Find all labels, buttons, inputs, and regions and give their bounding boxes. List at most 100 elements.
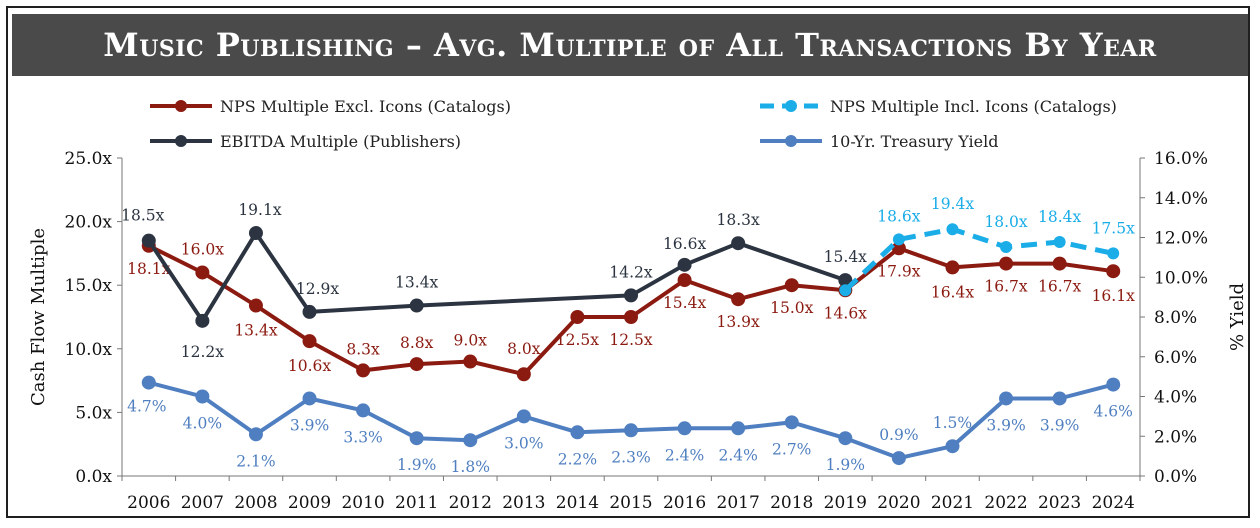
chart-title: Music Publishing – Avg. Multiple of All … — [103, 26, 1157, 64]
data-label: 19.1x — [238, 201, 282, 219]
data-label: 3.9% — [1040, 416, 1079, 434]
data-label: 16.7x — [984, 278, 1028, 296]
data-label: 14.2x — [609, 263, 653, 281]
legend-marker — [785, 100, 797, 112]
data-label: 1.9% — [826, 456, 865, 474]
data-point — [945, 439, 960, 454]
data-label: 0.9% — [879, 426, 918, 444]
data-label: 18.4x — [1038, 208, 1082, 226]
data-point — [195, 265, 210, 280]
data-point — [409, 298, 424, 313]
data-point — [516, 367, 531, 382]
data-point — [195, 389, 210, 404]
data-point — [463, 354, 478, 369]
y2-tick-label: 14.0% — [1154, 189, 1208, 209]
data-point — [1106, 377, 1121, 392]
data-point — [570, 310, 585, 324]
y-tick-label: 10.0x — [65, 340, 113, 360]
data-label: 18.1x — [127, 260, 171, 278]
data-label: 12.9x — [296, 280, 340, 298]
y2-tick-label: 2.0% — [1154, 427, 1197, 447]
x-tick-label: 2013 — [502, 493, 545, 513]
series-line-1 — [843, 226, 1114, 293]
x-tick-label: 2007 — [181, 493, 224, 513]
data-label: 4.7% — [127, 398, 166, 416]
data-label: 8.0x — [507, 340, 541, 358]
data-label: 9.0x — [454, 332, 488, 350]
data-point — [356, 403, 371, 418]
data-label: 12.5x — [609, 331, 653, 349]
data-point — [409, 357, 424, 372]
data-label: 2.7% — [772, 440, 811, 458]
data-label: 10.6x — [288, 357, 332, 375]
data-point — [999, 391, 1014, 406]
data-point — [891, 241, 906, 256]
chart-title-bar: Music Publishing – Avg. Multiple of All … — [12, 14, 1248, 76]
data-point — [784, 278, 799, 293]
data-point — [838, 431, 853, 446]
x-tick-label: 2017 — [717, 493, 760, 513]
legend-label: NPS Multiple Excl. Icons (Catalogs) — [220, 97, 511, 116]
data-label: 16.6x — [663, 235, 707, 253]
data-label: 12.5x — [556, 331, 600, 349]
data-point — [677, 257, 692, 272]
data-label: 2.3% — [611, 448, 650, 466]
data-point — [248, 298, 263, 313]
data-point — [892, 233, 905, 246]
data-label: 14.6x — [824, 304, 868, 322]
legend-label: EBITDA Multiple (Publishers) — [220, 132, 461, 151]
data-point — [677, 273, 692, 288]
y2-tick-label: 12.0% — [1154, 229, 1208, 249]
data-point — [302, 304, 317, 319]
data-point — [302, 391, 317, 406]
data-point — [999, 256, 1014, 271]
data-point — [1107, 247, 1120, 260]
data-label: 13.9x — [717, 313, 761, 331]
y-tick-label: 5.0x — [75, 403, 112, 423]
data-label: 2.4% — [665, 446, 704, 464]
x-tick-label: 2024 — [1092, 493, 1135, 513]
y2-tick-label: 16.0% — [1154, 149, 1208, 169]
data-label: 4.0% — [183, 415, 222, 433]
data-label: 16.1x — [1092, 287, 1136, 305]
data-point — [248, 226, 263, 241]
x-tick-label: 2016 — [663, 493, 706, 513]
data-label: 17.5x — [1092, 219, 1136, 237]
data-label: 1.9% — [397, 456, 436, 474]
data-label: 1.8% — [451, 458, 490, 476]
data-point — [731, 236, 746, 251]
y-tick-label: 0.0x — [75, 467, 112, 487]
data-point — [463, 433, 478, 448]
y-tick-label: 15.0x — [65, 276, 113, 296]
y2-tick-label: 8.0% — [1154, 308, 1197, 328]
data-point — [731, 292, 746, 307]
data-label: 18.0x — [984, 213, 1028, 231]
data-point — [1000, 241, 1013, 254]
y2-axis-title: % Yield — [1227, 283, 1248, 351]
x-tick-label: 2022 — [984, 493, 1027, 513]
data-point — [356, 363, 371, 378]
data-point — [784, 415, 799, 430]
x-tick-label: 2020 — [877, 493, 920, 513]
data-label: 2.1% — [236, 452, 275, 470]
data-point — [945, 260, 960, 275]
x-tick-label: 2023 — [1038, 493, 1081, 513]
data-point — [516, 409, 531, 424]
x-tick-label: 2006 — [127, 493, 170, 513]
data-label: 17.9x — [877, 262, 921, 280]
data-label: 13.4x — [395, 274, 439, 292]
y2-tick-label: 0.0% — [1154, 467, 1197, 487]
x-tick-label: 2011 — [395, 493, 438, 513]
x-tick-label: 2009 — [288, 493, 331, 513]
data-point — [624, 288, 638, 303]
y-tick-label: 20.0x — [65, 213, 113, 233]
data-point — [1052, 256, 1067, 271]
data-point — [1052, 391, 1067, 406]
legend-marker — [175, 135, 187, 147]
data-point — [946, 223, 959, 236]
data-label: 15.4x — [663, 294, 707, 312]
data-point — [141, 233, 156, 248]
x-tick-label: 2021 — [931, 493, 974, 513]
data-label: 3.9% — [290, 416, 329, 434]
